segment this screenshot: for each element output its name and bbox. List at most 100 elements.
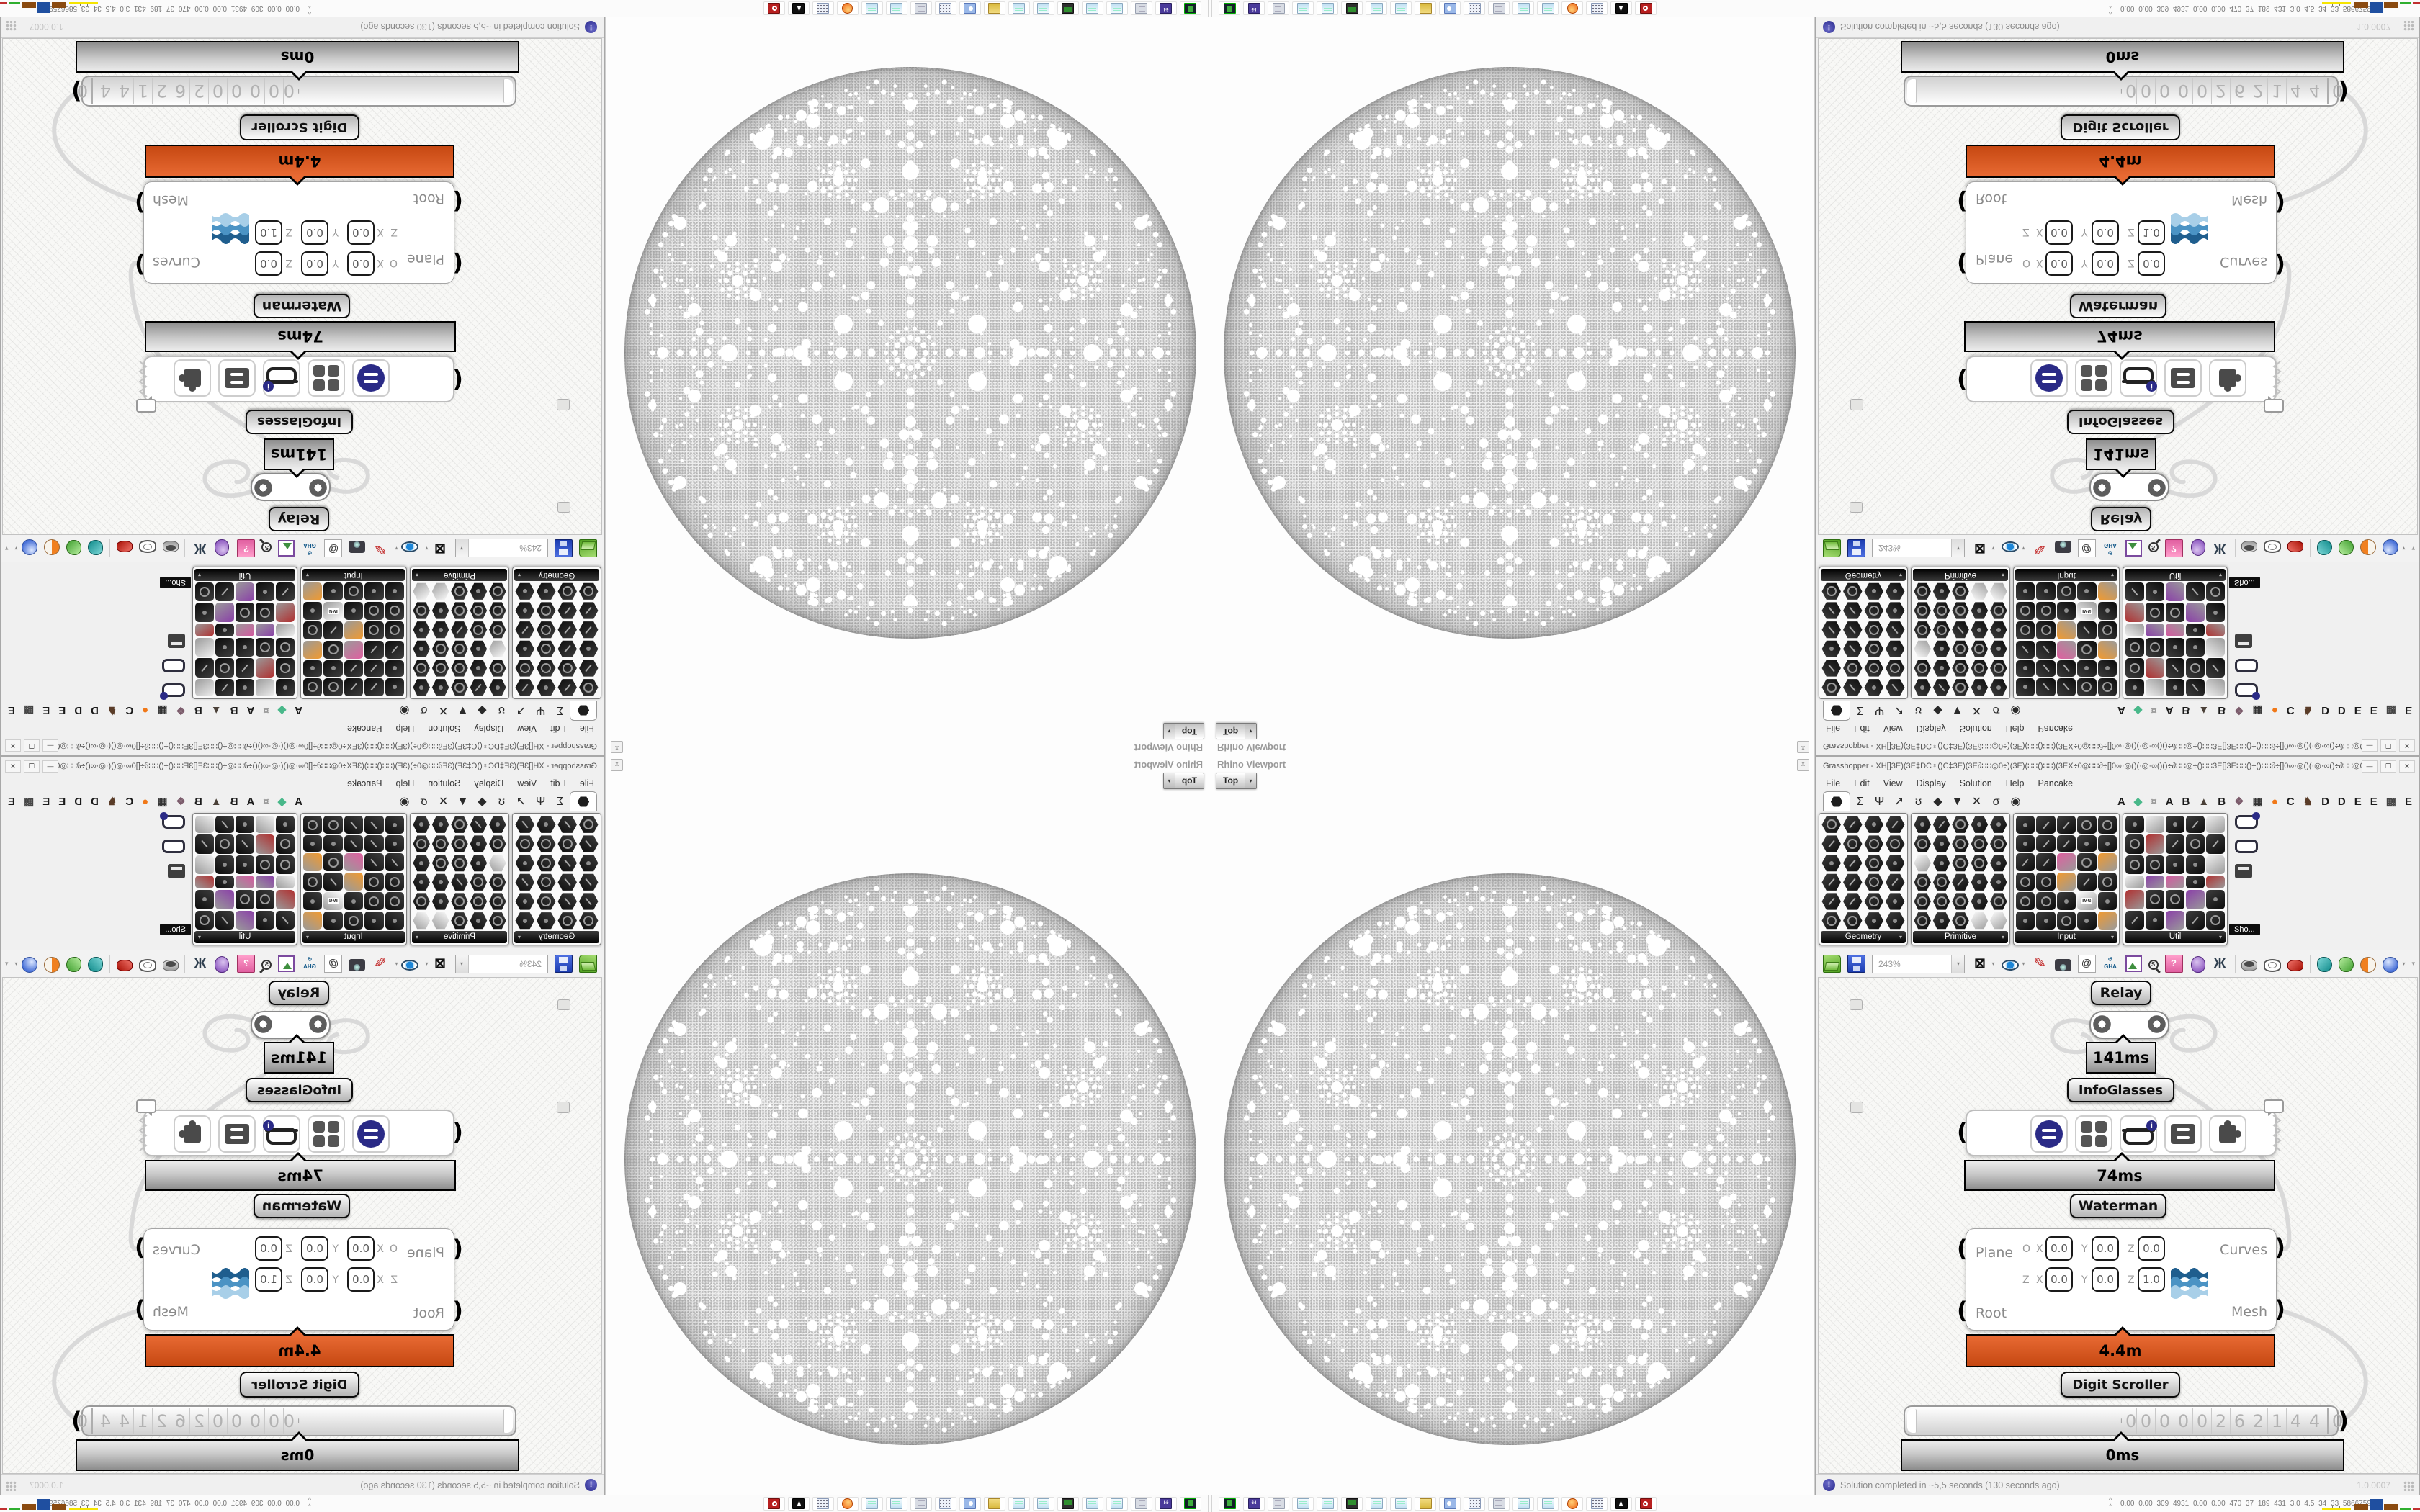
component-icon[interactable] [385,835,404,852]
component-icon[interactable] [364,621,384,639]
component-icon[interactable] [2056,660,2076,677]
chevron-down-icon[interactable]: ▾ [1245,724,1257,739]
component-icon[interactable] [1932,678,1950,696]
puzzle-icon[interactable] [2209,359,2246,397]
component-icon[interactable] [1914,893,1931,910]
component-icon[interactable] [431,660,449,678]
jug-green-icon[interactable] [66,957,81,972]
resize-grip[interactable] [2403,21,2414,31]
mesh-output-nub-icon[interactable]: ) [135,1295,145,1323]
component-icon[interactable] [470,602,487,620]
search-s-icon[interactable]: S [2148,542,2159,553]
digit-cell[interactable]: 0 [2174,1408,2192,1434]
taskbar-button-folder-yellow[interactable] [984,1497,1005,1511]
component-icon[interactable] [2056,873,2076,891]
chevron-up-icon[interactable]: ^ ^ [308,1496,311,1510]
zoom-level-combobox[interactable]: 243% ▾ [454,954,548,973]
component-icon[interactable] [2125,855,2144,874]
puzzle-icon[interactable] [174,1115,211,1153]
component-icon[interactable] [2146,834,2164,854]
plugin-tab[interactable]: ▩ [24,704,35,716]
component-icon[interactable] [1952,855,1969,872]
infoglasses-node-label[interactable]: InfoGlasses [2067,1078,2174,1102]
component-icon[interactable] [579,602,599,620]
component-icon[interactable] [579,854,599,872]
component-icon[interactable] [2206,910,2225,930]
chevron-down-icon[interactable]: ▾ [395,960,398,967]
component-icon[interactable] [2077,621,2097,639]
component-icon[interactable] [1990,835,2007,852]
digit-cell[interactable]: 0 [2327,1408,2347,1434]
component-icon[interactable] [1864,640,1884,658]
taskbar-button-floppy-purple[interactable]: 64 [1155,1,1177,15]
plugin-tab[interactable]: E [42,796,50,808]
component-icon[interactable] [2146,816,2164,834]
maximize-icon[interactable]: ❐ [24,739,40,752]
gha-recycle-icon[interactable]: ↺ GHA [2104,956,2117,970]
screen-icon[interactable] [163,864,185,883]
plugin-tab[interactable]: D [91,796,99,808]
category-tab[interactable]: ◉ [399,796,410,808]
component-icon[interactable] [215,603,234,622]
component-icon[interactable] [557,854,578,872]
component-icon[interactable] [1864,835,1883,852]
zaxis-y-field[interactable]: 0.0 [2092,220,2119,245]
component-icon[interactable] [2166,582,2184,602]
component-icon[interactable] [276,638,295,657]
digit-cell[interactable]: 0 [265,1408,284,1434]
publish-at-icon[interactable]: @ [2077,955,2096,973]
digit-cell[interactable]: 6 [2230,1408,2249,1434]
frame-target-icon[interactable]: ⊠ [1974,956,1986,971]
curves-output-nub-icon[interactable]: ) [135,1233,145,1261]
infoglasses-node-label[interactable]: InfoGlasses [246,1078,353,1102]
component-icon[interactable] [2036,678,2056,696]
zoom-level-combobox[interactable]: 243% ▾ [1872,539,1966,558]
component-icon[interactable] [2146,875,2164,889]
plugin-tab[interactable]: ◆ [2133,796,2143,808]
infoglasses-node-label[interactable]: InfoGlasses [246,410,353,434]
digit-cell[interactable]: 0 [228,1408,246,1434]
component-icon[interactable] [2146,658,2164,678]
component-icon[interactable] [1914,855,1931,872]
component-icon[interactable] [537,602,557,620]
menu-item-solution[interactable]: Solution [428,724,461,734]
component-icon[interactable] [236,623,254,637]
menu-item-view[interactable]: View [1883,778,1903,788]
root-input-nub-icon[interactable]: ( [1957,188,1968,215]
infoglasses-node-label[interactable]: InfoGlasses [2067,410,2174,434]
component-icon[interactable] [2056,582,2076,600]
component-icon[interactable] [1886,855,1905,872]
component-icon[interactable] [1971,873,1989,891]
zaxis-y-field[interactable]: 0.0 [301,1267,328,1292]
category-tab[interactable]: Ψ [1874,704,1885,716]
component-icon[interactable] [2166,623,2184,637]
component-icon[interactable]: IMG [323,892,343,910]
component-icon[interactable] [1821,621,1842,639]
component-icon[interactable] [515,873,535,891]
gift-question-icon[interactable]: ? [2164,955,2183,973]
digit-cells[interactable]: +0 0 0 0 0 2 6 2 1 4 4 0 [2118,1408,2347,1434]
component-icon[interactable] [364,873,384,891]
plugin-tab[interactable]: ▲ [210,704,222,716]
toolbar-overflow-icon[interactable]: ▾ [2411,960,2415,967]
component-icon[interactable] [2146,603,2164,622]
chevron-down-icon[interactable]: ▾ [2022,960,2025,967]
waterman-node[interactable]: ( ( ) ) Plane Root Curves Mesh O X 0.0 Y… [1957,1228,2285,1331]
image-capture-icon[interactable] [278,540,295,557]
component-icon[interactable] [256,658,274,678]
taskbar-button-calculator[interactable] [1586,1497,1608,1511]
component-icon[interactable] [1971,816,1989,833]
dna-splice-icon[interactable]: Ж [2213,956,2226,971]
component-icon[interactable] [470,893,487,911]
component-icon[interactable] [2016,912,2035,930]
digit-scroller-node-label[interactable]: Digit Scroller [2061,114,2180,140]
palette-label-geometry[interactable]: Geometry ▾ [514,569,599,581]
zaxis-x-field[interactable]: 0.0 [2045,1267,2073,1292]
taskbar-button-notepad[interactable] [1537,1,1559,15]
component-icon[interactable] [385,816,404,834]
goggles-icon[interactable]: i [263,359,300,397]
taskbar-button-notepad[interactable] [1512,1497,1534,1511]
resize-grip[interactable] [6,1481,17,1491]
goggles-icon[interactable] [162,654,185,672]
cylinder-red-icon[interactable] [116,541,133,552]
